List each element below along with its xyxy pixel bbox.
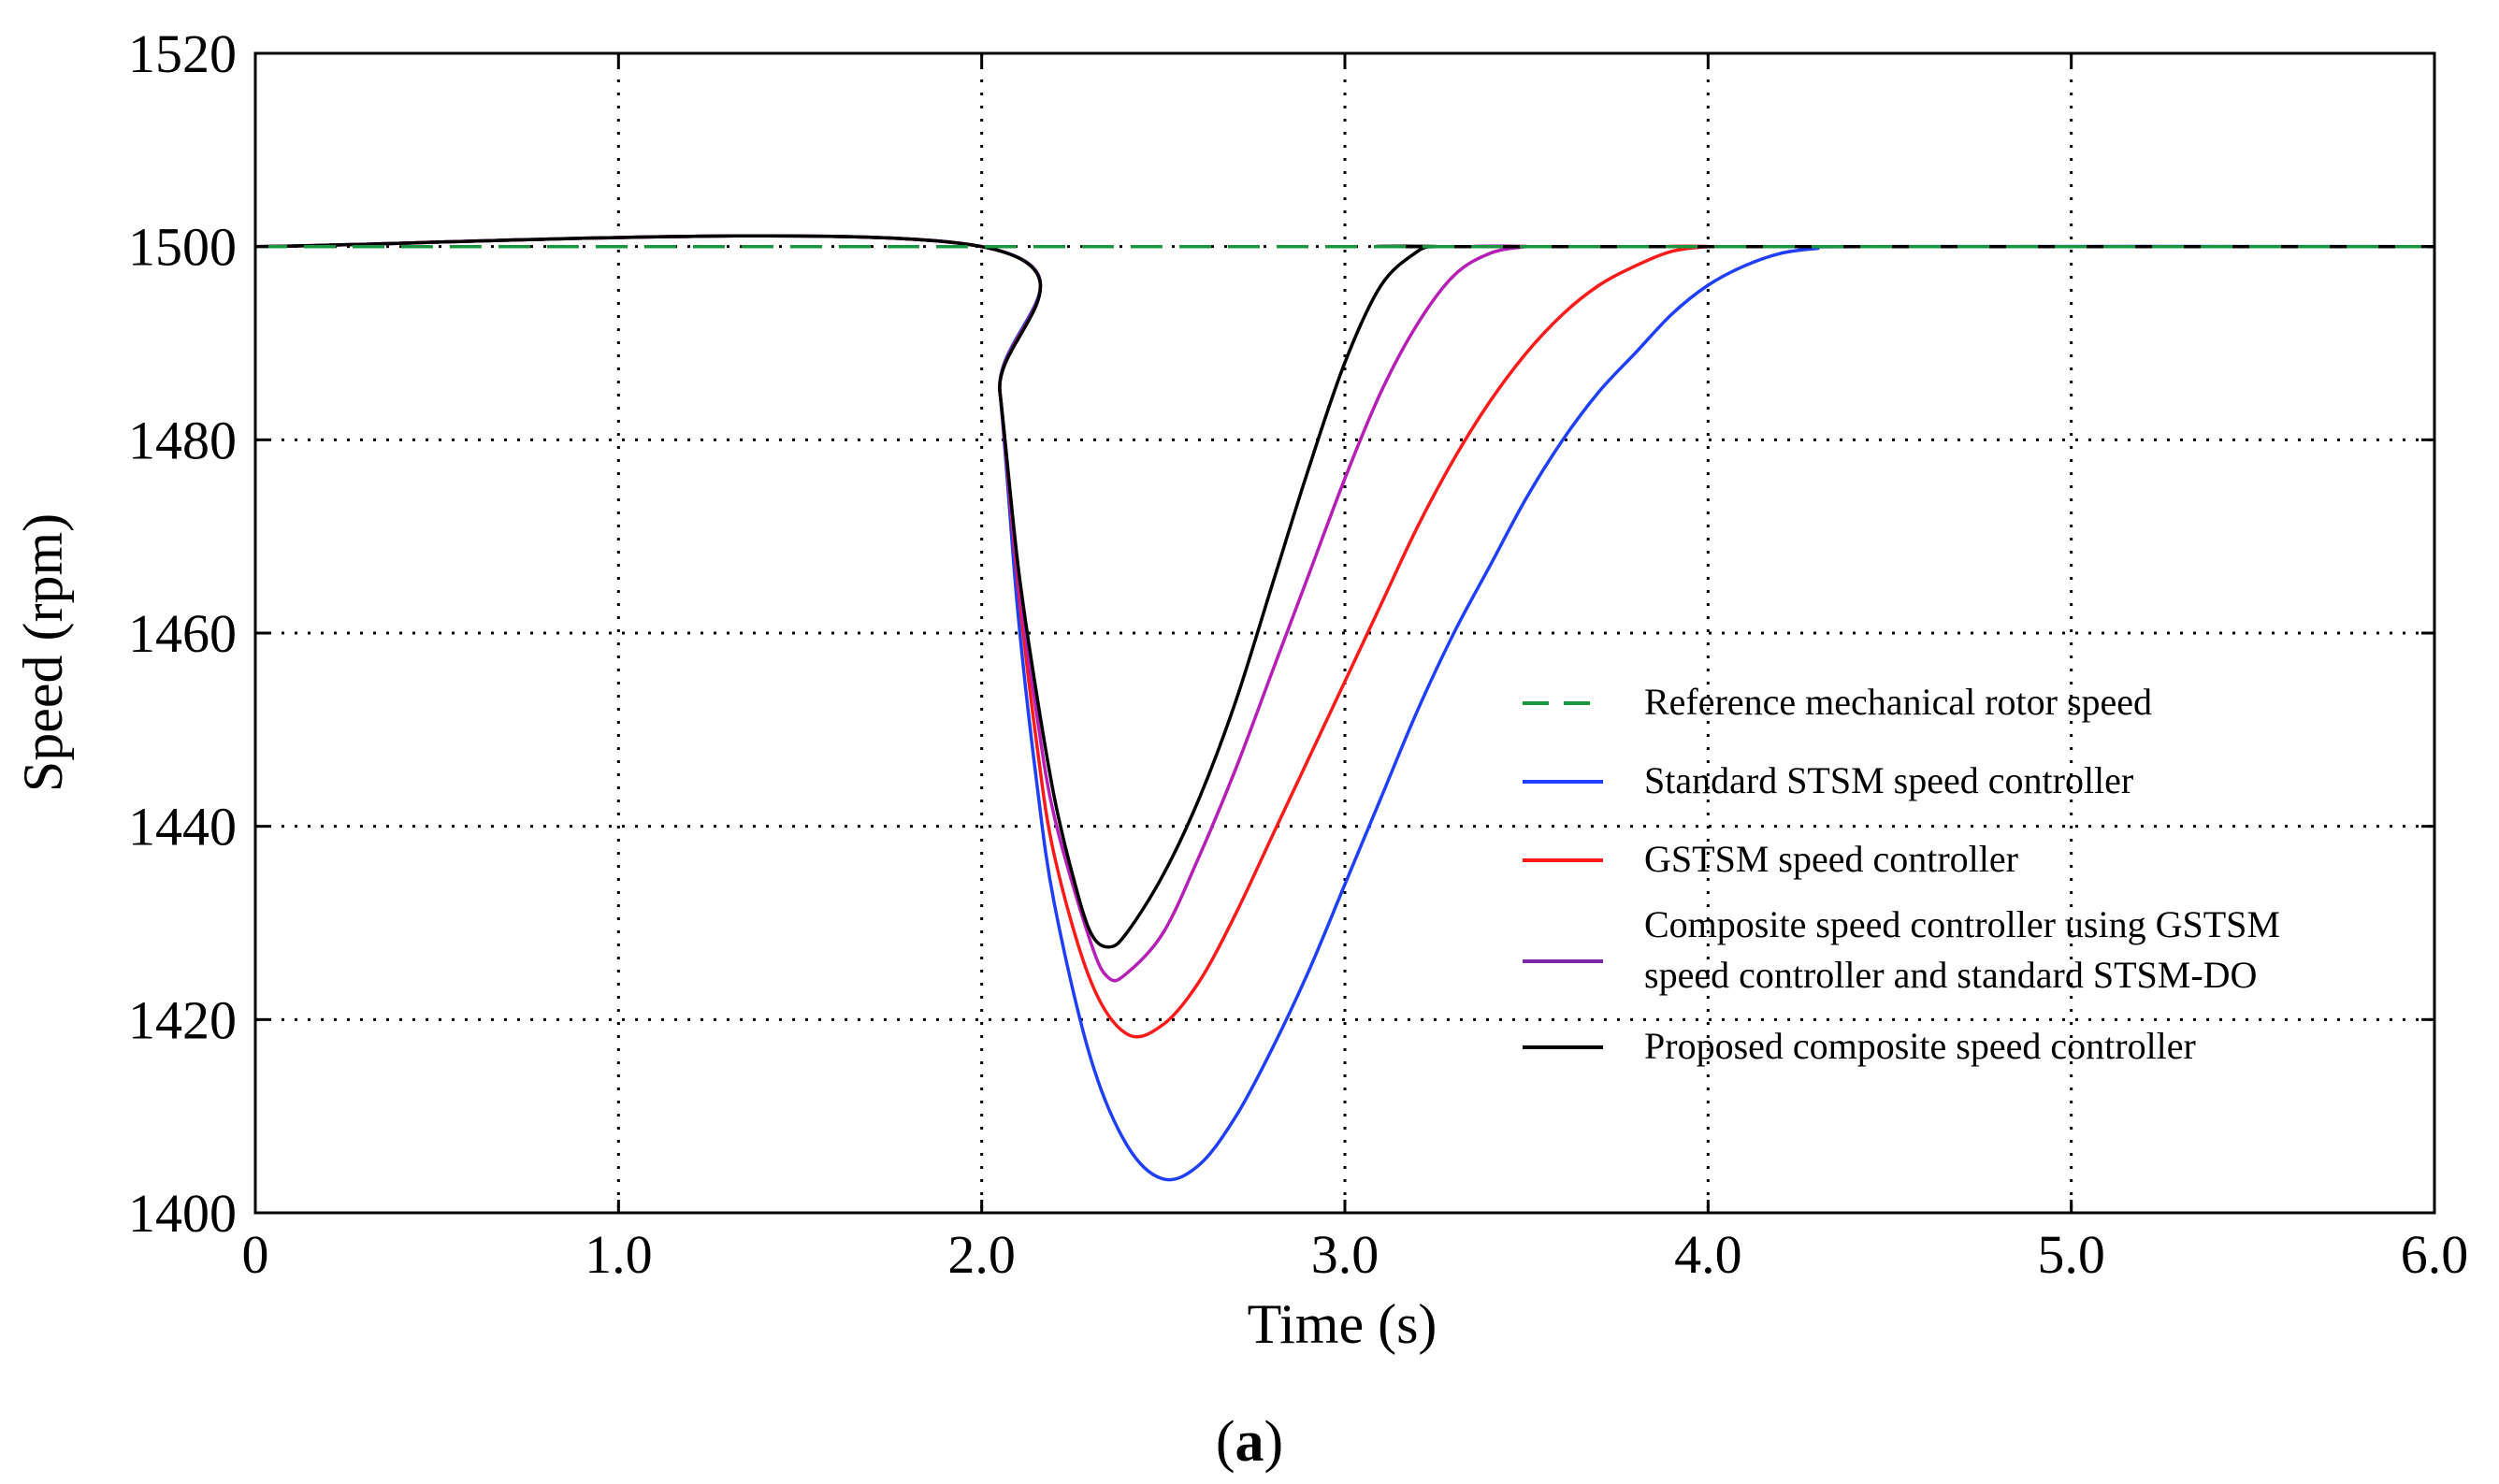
y-tick-label: 1420 — [128, 989, 237, 1050]
x-tick-label: 0 — [242, 1224, 269, 1285]
series-line-4 — [254, 234, 2434, 949]
y-tick-label: 1460 — [128, 603, 237, 664]
legend-label-0: Reference mechanical rotor speed — [1644, 681, 2152, 723]
x-tick-label: 2.0 — [947, 1224, 1016, 1285]
legend-label-1: Standard STSM speed controller — [1644, 759, 2133, 801]
x-tick-label: 6.0 — [2401, 1224, 2469, 1285]
x-tick-label: 4.0 — [1674, 1224, 1742, 1285]
series-layer — [254, 234, 2435, 1182]
legend-label-3: speed controller and standard STSM-DO — [1644, 954, 2257, 996]
caption-open-paren: ( — [1216, 1410, 1235, 1474]
legend-label-4: Proposed composite speed controller — [1644, 1025, 2196, 1067]
x-tick-label: 1.0 — [585, 1224, 653, 1285]
legend-label-2: GSTSM speed controller — [1644, 838, 2018, 880]
tick-layer: 0 1.0 2.0 3.0 4.0 5.0 6.0 1400 1420 1440 1460 1480 1… — [128, 23, 2468, 1285]
y-tick-label: 1440 — [128, 797, 237, 857]
caption-close-paren: ) — [1264, 1410, 1284, 1474]
x-tick-label: 3.0 — [1311, 1224, 1380, 1285]
series-line-1 — [254, 234, 2435, 1182]
x-axis-label: Time (s) — [1248, 1293, 1437, 1355]
caption-letter: a — [1235, 1410, 1264, 1474]
y-tick-label: 1400 — [128, 1183, 237, 1244]
figure-caption: (a) — [1216, 1410, 1283, 1474]
y-axis-label: Speed (rpm) — [12, 513, 74, 792]
x-tick-label: 5.0 — [2037, 1224, 2105, 1285]
y-tick-label: 1520 — [128, 23, 237, 84]
y-tick-label: 1500 — [128, 217, 237, 278]
legend: Reference mechanical rotor speed Standard… — [1523, 681, 2280, 1067]
legend-label-3: Composite speed controller using GSTSM — [1644, 903, 2280, 945]
y-tick-label: 1480 — [128, 410, 237, 470]
